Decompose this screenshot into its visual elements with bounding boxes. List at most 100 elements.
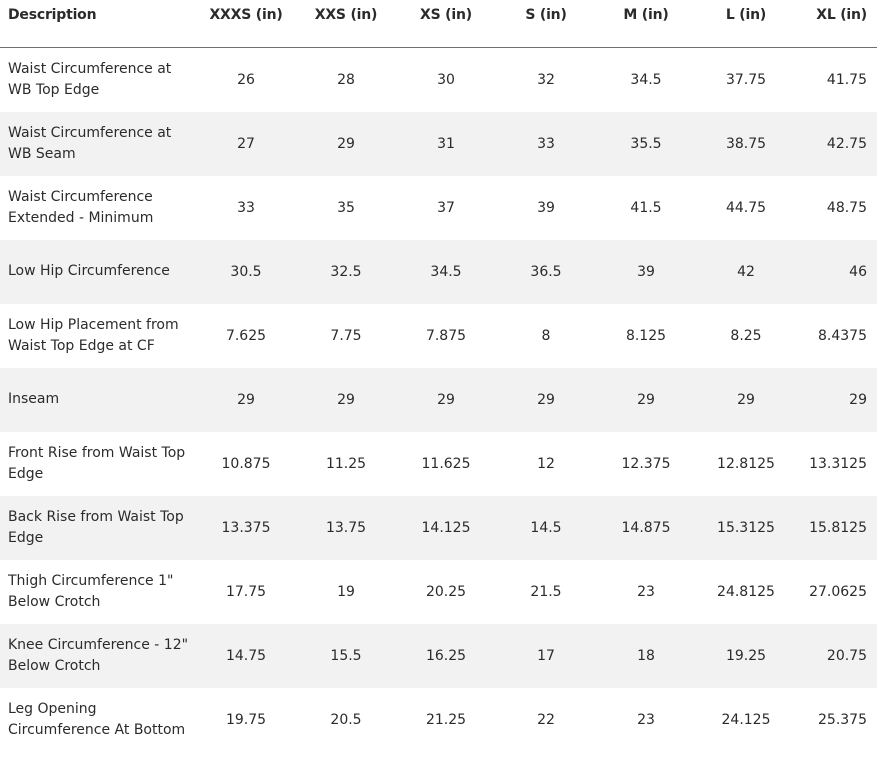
cell-l: 8.25 [730, 327, 762, 344]
cell-xxs: 20.5 [330, 711, 362, 728]
cell-xl: 13.3125 [809, 455, 867, 472]
cell-l: 24.125 [721, 711, 771, 728]
header-row: Description XXXS (in) XXS (in) XS (in) S… [0, 0, 877, 48]
column-header-s: S (in) [496, 0, 596, 48]
table-body: Waist Circumference at WB Top Edge 26 28 30 3… [0, 47, 877, 752]
cell-m: 12.375 [621, 455, 671, 472]
description-line: Inseam [8, 391, 60, 407]
cell-xl: 20.75 [796, 623, 877, 688]
description-line: Front Rise from Waist Top [8, 444, 186, 461]
cell-xs: 29 [396, 367, 496, 432]
cell-xxxs: 27 [196, 111, 296, 176]
table-row: Waist Circumference at WB Top Edge 26 28 30 3… [0, 47, 877, 112]
description-line: WB Seam [8, 145, 76, 162]
cell-xs: 7.875 [425, 327, 467, 344]
cell-xxs: 11.25 [325, 455, 367, 472]
cell-l: 44.75 [725, 199, 767, 216]
row-description: Knee Circumference - 12" Below Crotch [0, 623, 196, 688]
cell-s: 12 [537, 455, 555, 472]
description-line: Low Hip Placement from [8, 316, 179, 333]
cell-xxxs: 33 [237, 199, 255, 216]
cell-xs: 16.25 [396, 623, 496, 688]
cell-xxxs: 10.875 [221, 455, 271, 472]
column-header-m: M (in) [596, 0, 696, 48]
table-row: Inseam 29 29 29 29 29 29 29 [0, 367, 877, 432]
cell-xs: 11.625 [421, 455, 471, 472]
cell-xxs: 13.75 [296, 495, 396, 560]
column-header-xl: XL (in) [796, 0, 877, 48]
table-row: Waist Circumference Extended - Minimum 33 3… [0, 176, 877, 240]
cell-m: 8.125 [625, 327, 667, 344]
cell-xl: 48.75 [826, 199, 867, 216]
cell-xxxs: 26 [237, 71, 255, 88]
row-description: Leg Opening Circumference At Bottom [0, 688, 196, 752]
cell-s: 17 [496, 623, 596, 688]
cell-xxs: 32.5 [296, 239, 396, 304]
description-line: Waist Top Edge at CF [8, 337, 155, 354]
description-line: Leg Opening [8, 700, 97, 717]
cell-xxxs: 19.75 [225, 711, 267, 728]
cell-xl: 42.75 [796, 111, 877, 176]
cell-m: 39 [596, 239, 696, 304]
column-header-xxxs: XXXS (in) [196, 0, 296, 48]
table-row: Front Rise from Waist Top Edge 10.875 11.25… [0, 432, 877, 496]
cell-xl: 8.4375 [818, 327, 867, 344]
cell-xxs: 28 [337, 71, 355, 88]
cell-s: 22 [537, 711, 555, 728]
row-description: Waist Circumference at WB Top Edge [0, 47, 196, 112]
column-header-xs: XS (in) [396, 0, 496, 48]
cell-xxs: 15.5 [296, 623, 396, 688]
table-row: Back Rise from Waist Top Edge 13.375 13.75 1… [0, 495, 877, 560]
table-row: Leg Opening Circumference At Bottom 19.75 2… [0, 688, 877, 752]
row-description: Waist Circumference at WB Seam [0, 111, 196, 176]
table-row: Low Hip Placement from Waist Top Edge at … [0, 304, 877, 368]
cell-xs: 30 [437, 71, 455, 88]
row-description: Low Hip Circumference [0, 239, 196, 304]
cell-l: 19.25 [696, 623, 796, 688]
description-line: Edge [8, 465, 44, 482]
description-line: Waist Circumference at [8, 124, 172, 141]
cell-xl: 25.375 [818, 711, 867, 728]
cell-xxs: 29 [296, 111, 396, 176]
cell-s: 14.5 [496, 495, 596, 560]
cell-xxxs: 17.75 [225, 583, 267, 600]
description-line: WB Top Edge [8, 81, 100, 98]
cell-xxxs: 29 [196, 367, 296, 432]
cell-l: 12.8125 [717, 455, 775, 472]
row-description: Front Rise from Waist Top Edge [0, 432, 196, 496]
description-line: Edge [8, 529, 44, 546]
cell-s: 32 [537, 71, 555, 88]
cell-xl: 46 [796, 239, 877, 304]
cell-s: 39 [537, 199, 555, 216]
cell-l: 42 [696, 239, 796, 304]
row-description: Back Rise from Waist Top Edge [0, 495, 196, 560]
cell-s: 36.5 [496, 239, 596, 304]
cell-xs: 34.5 [396, 239, 496, 304]
cell-xxxs: 30.5 [196, 239, 296, 304]
cell-m: 29 [596, 367, 696, 432]
cell-xxs: 7.75 [330, 327, 362, 344]
cell-xl: 29 [796, 367, 877, 432]
cell-xl: 27.0625 [809, 583, 867, 600]
cell-m: 18 [596, 623, 696, 688]
cell-xs: 20.25 [425, 583, 467, 600]
description-line: Thigh Circumference 1" [8, 572, 174, 589]
table-row: Low Hip Circumference 30.5 32.5 34.5 36.5 39 4… [0, 239, 877, 304]
row-description: Low Hip Placement from Waist Top Edge at … [0, 304, 196, 368]
row-description: Thigh Circumference 1" Below Crotch [0, 560, 196, 624]
cell-l: 29 [696, 367, 796, 432]
cell-l: 15.3125 [696, 495, 796, 560]
description-line: Waist Circumference [8, 188, 153, 205]
cell-xxs: 19 [337, 583, 355, 600]
cell-l: 38.75 [696, 111, 796, 176]
cell-xxs: 29 [296, 367, 396, 432]
column-header-xxs: XXS (in) [296, 0, 396, 48]
cell-l: 24.8125 [717, 583, 775, 600]
column-header-l: L (in) [696, 0, 796, 48]
cell-xxxs: 13.375 [196, 495, 296, 560]
cell-xl: 41.75 [826, 71, 867, 88]
cell-m: 41.5 [630, 199, 662, 216]
cell-s: 21.5 [530, 583, 562, 600]
description-line: Back Rise from Waist Top [8, 508, 184, 525]
